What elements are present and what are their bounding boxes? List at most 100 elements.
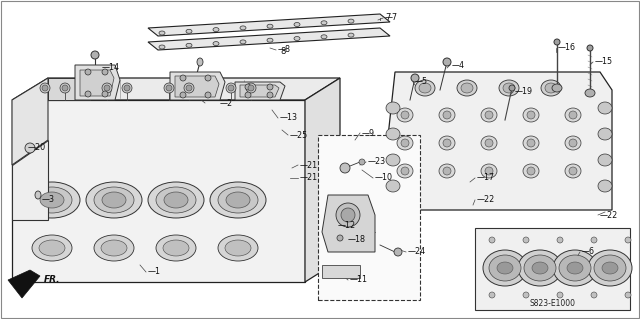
Polygon shape [80, 70, 114, 96]
Ellipse shape [394, 248, 402, 256]
Ellipse shape [240, 26, 246, 30]
Ellipse shape [625, 237, 631, 243]
Ellipse shape [25, 143, 35, 153]
Text: —22: —22 [600, 211, 618, 219]
Ellipse shape [591, 292, 597, 298]
Ellipse shape [336, 203, 360, 227]
Ellipse shape [598, 102, 612, 114]
Ellipse shape [226, 192, 250, 208]
Ellipse shape [245, 84, 251, 90]
Ellipse shape [415, 80, 435, 96]
Text: 7: 7 [385, 13, 390, 23]
Text: —5: —5 [415, 78, 428, 86]
Ellipse shape [401, 111, 409, 119]
Ellipse shape [186, 85, 192, 91]
Ellipse shape [218, 235, 258, 261]
Ellipse shape [101, 240, 127, 256]
Ellipse shape [341, 208, 355, 222]
Polygon shape [48, 78, 90, 100]
Text: —11: —11 [350, 276, 368, 285]
Ellipse shape [85, 69, 91, 75]
Ellipse shape [565, 164, 581, 178]
Text: —18: —18 [348, 235, 366, 244]
Ellipse shape [85, 91, 91, 97]
Ellipse shape [39, 240, 65, 256]
Polygon shape [12, 78, 48, 165]
Ellipse shape [569, 139, 577, 147]
Text: —1: —1 [148, 268, 161, 277]
Ellipse shape [569, 167, 577, 175]
Ellipse shape [340, 163, 350, 173]
Ellipse shape [35, 191, 41, 199]
Ellipse shape [213, 41, 219, 46]
Ellipse shape [159, 31, 165, 35]
Polygon shape [240, 85, 279, 97]
Ellipse shape [122, 83, 132, 93]
Ellipse shape [489, 237, 495, 243]
Ellipse shape [587, 45, 593, 51]
Ellipse shape [523, 164, 539, 178]
Text: —20: —20 [28, 144, 46, 152]
Polygon shape [170, 72, 225, 100]
Ellipse shape [489, 292, 495, 298]
Ellipse shape [461, 83, 473, 93]
Ellipse shape [86, 182, 142, 218]
Ellipse shape [246, 83, 256, 93]
Ellipse shape [40, 83, 50, 93]
Text: —25: —25 [290, 130, 308, 139]
Ellipse shape [598, 180, 612, 192]
Polygon shape [322, 195, 375, 252]
Ellipse shape [443, 167, 451, 175]
Ellipse shape [527, 167, 535, 175]
Ellipse shape [267, 38, 273, 42]
Ellipse shape [60, 83, 70, 93]
Ellipse shape [594, 255, 626, 281]
Ellipse shape [598, 128, 612, 140]
Ellipse shape [104, 85, 110, 91]
Ellipse shape [559, 255, 591, 281]
Ellipse shape [164, 83, 174, 93]
Ellipse shape [541, 80, 561, 96]
Text: —21: —21 [300, 160, 318, 169]
Ellipse shape [503, 83, 515, 93]
Ellipse shape [457, 80, 477, 96]
Ellipse shape [523, 108, 539, 122]
Ellipse shape [401, 167, 409, 175]
Text: —15: —15 [595, 57, 613, 66]
Ellipse shape [553, 250, 597, 286]
Text: —22: —22 [477, 196, 495, 204]
Ellipse shape [439, 136, 455, 150]
Polygon shape [148, 14, 390, 36]
Text: —9: —9 [362, 129, 375, 137]
Text: —3: —3 [42, 196, 55, 204]
Ellipse shape [489, 255, 521, 281]
Ellipse shape [481, 136, 497, 150]
Ellipse shape [184, 83, 194, 93]
Ellipse shape [588, 250, 632, 286]
Ellipse shape [102, 91, 108, 97]
Ellipse shape [591, 237, 597, 243]
Ellipse shape [62, 85, 68, 91]
Ellipse shape [397, 164, 413, 178]
Polygon shape [305, 78, 340, 282]
Ellipse shape [91, 51, 99, 59]
Ellipse shape [386, 180, 400, 192]
Polygon shape [12, 100, 305, 282]
Ellipse shape [124, 85, 130, 91]
Ellipse shape [527, 111, 535, 119]
Polygon shape [12, 140, 48, 220]
Ellipse shape [443, 139, 451, 147]
Ellipse shape [397, 136, 413, 150]
Text: —10: —10 [375, 174, 393, 182]
Ellipse shape [485, 111, 493, 119]
Text: —16: —16 [558, 43, 576, 53]
Text: 8: 8 [280, 48, 285, 56]
Ellipse shape [213, 28, 219, 32]
Ellipse shape [523, 237, 529, 243]
Ellipse shape [294, 36, 300, 41]
Ellipse shape [218, 187, 258, 213]
Ellipse shape [102, 69, 108, 75]
Ellipse shape [554, 39, 560, 45]
Ellipse shape [565, 136, 581, 150]
Polygon shape [235, 82, 285, 100]
